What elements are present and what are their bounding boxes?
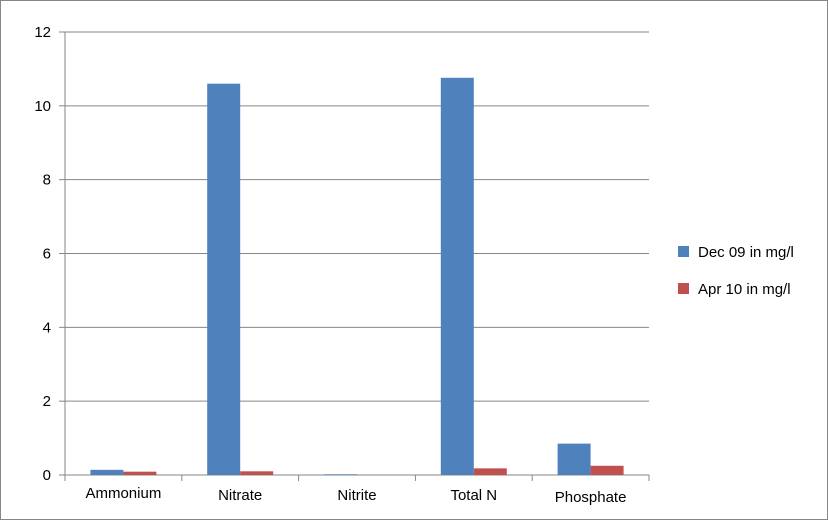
bar [473,468,507,475]
bar [440,77,474,475]
legend-label: Apr 10 in mg/l [698,281,791,298]
bar [590,465,624,475]
y-tick-label: 4 [43,319,51,336]
x-category-label: Nitrite [337,487,376,504]
bar [324,474,357,475]
y-tick-label: 2 [43,393,51,410]
bar [557,443,591,475]
y-tick-label: 0 [43,467,51,484]
x-category-label: Nitrate [218,487,262,504]
legend-label: Dec 09 in mg/l [698,244,794,261]
x-category-label: Ammonium [85,485,161,502]
bar [207,83,241,475]
x-category-label: Total N [450,487,497,504]
x-category-label: Phosphate [555,489,627,506]
y-tick-label: 12 [34,24,51,41]
bar [123,471,157,475]
bar [240,471,274,475]
y-tick-label: 6 [43,246,51,263]
legend-swatch [678,283,689,294]
y-tick-label: 10 [34,98,51,115]
bar [90,469,124,475]
legend-swatch [678,246,689,257]
y-tick-label: 8 [43,172,51,189]
